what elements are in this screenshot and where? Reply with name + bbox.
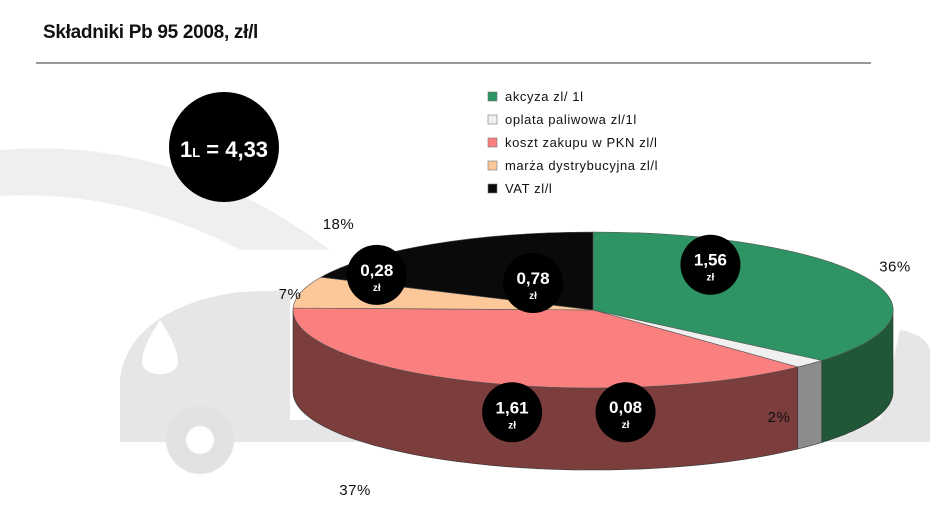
value-badge-circle-1 [595,382,656,443]
pie-side-1 [797,360,823,450]
value-badge-2: 1,61 zł [482,382,543,443]
percent-label-3: 7% [279,286,302,303]
legend-swatch-2 [487,137,498,148]
value-unit-2: zł [508,420,516,431]
value-label-3: 0,28 [360,261,393,280]
chart-legend: akcyza zl/ 1l oplata paliwowa zl/1l koszt … [487,89,658,196]
value-badge-0: 1,56 zł [680,234,741,295]
pie-chart: 1,56 zł 36% 0,08 zł 2% 1,61 zł 37% 0,28 zł 7% 0,78 zł… [279,216,911,499]
legend-swatch-1 [487,114,498,125]
percent-label-4: 18% [323,216,355,233]
legend-label-0: akcyza zl/ 1l [505,89,584,104]
pie-sides [292,309,894,471]
value-unit-1: zł [622,420,630,431]
percent-label-0: 36% [879,259,911,276]
legend-label-3: marża dystrybucyjna zl/l [505,158,658,173]
pie-slice-2 [292,307,799,389]
legend-swatch-3 [487,160,498,171]
value-unit-0: zł [707,273,715,284]
total-badge-value: = 4,33 [200,137,268,162]
legend-label-2: koszt zakupu w PKN zl/l [505,135,658,150]
value-badge-circle-2 [482,382,543,443]
pie-labels: 1,56 zł 36% 0,08 zł 2% 1,61 zł 37% 0,28 zł 7% 0,78 zł… [279,216,911,499]
value-badge-circle-4 [503,252,563,313]
total-price-badge: 1L = 4,33 [169,92,279,202]
value-badge-3: 0,28 zł [346,244,407,305]
title-divider [36,62,871,64]
value-label-1: 0,08 [609,398,642,417]
value-label-0: 1,56 [694,251,727,270]
total-badge-prefix: 1 [180,137,192,162]
percent-label-1: 2% [768,409,791,426]
value-unit-4: zł [529,291,537,302]
value-unit-3: zł [373,283,381,294]
pie-slice-0 [592,231,894,361]
value-badge-1: 0,08 zł [595,382,656,443]
value-label-4: 0,78 [516,269,549,288]
svg-text:1L = 4,33: 1L = 4,33 [180,137,268,162]
legend-label-4: VAT zl/l [505,181,552,196]
legend-label-1: oplata paliwowa zl/1l [505,112,637,127]
value-badge-4: 0,78 zł [503,252,563,313]
percent-label-2: 37% [339,482,371,499]
value-badge-circle-0 [680,234,741,295]
value-badge-circle-3 [346,244,407,305]
value-label-2: 1,61 [496,398,529,417]
page-title: Składniki Pb 95 2008, zł/l [43,22,259,43]
legend-swatch-0 [487,91,498,102]
legend-swatch-4 [487,183,498,194]
total-badge-sub: L [192,145,200,160]
